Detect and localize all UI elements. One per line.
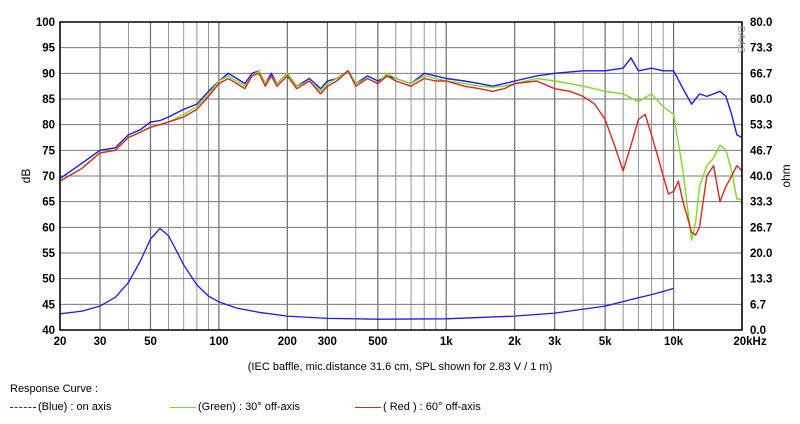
plot-frame xyxy=(59,21,743,331)
y-tick-label: 70 xyxy=(42,171,55,183)
y2-tick-label: 73.3 xyxy=(750,43,772,55)
y-tick-label: 80 xyxy=(42,120,55,132)
y-tick-label: 85 xyxy=(42,94,55,106)
x-tick-label: 30 xyxy=(94,336,107,348)
x-tick-label: 100 xyxy=(209,336,228,348)
x-tick-label: 2k xyxy=(508,336,521,348)
y2-tick-label: 13.3 xyxy=(750,274,772,286)
y-tick-label: 55 xyxy=(42,248,55,260)
x-tick-label: 200 xyxy=(278,336,297,348)
y2-tick-label: 0.0 xyxy=(750,325,766,337)
y-tick-label: 90 xyxy=(42,68,55,80)
y2-tick-label: 40.0 xyxy=(750,171,772,183)
x-tick-label: 20 xyxy=(54,336,67,348)
x-tick-label: 5k xyxy=(599,336,612,348)
legend-label-blue: (Blue) : on axis xyxy=(38,401,112,413)
y-axis-label: dB xyxy=(19,169,33,184)
legend-title: Response Curve : xyxy=(10,383,99,395)
y-tick-label: 95 xyxy=(42,43,55,55)
y-tick-label: 60 xyxy=(42,222,55,234)
y2-tick-label: 33.3 xyxy=(750,197,772,209)
y2-tick-label: 60.0 xyxy=(750,94,772,106)
y2-tick-labels: 0.0 6.7 13.3 20.0 26.7 33.3 40.0 46.7 53.3 60.0 66… xyxy=(750,17,772,337)
x-tick-label: 1k xyxy=(440,336,453,348)
chart-series xyxy=(59,57,743,320)
x-tick-labels: 20 30 50 100 200 300 500 1k 2k 3k 5k 10k 20kHz xyxy=(54,336,767,348)
legend-label-red: ( Red ) : 60° off-axis xyxy=(383,401,481,413)
y2-tick-label: 20.0 xyxy=(750,248,772,260)
legend-swatch-red xyxy=(355,406,381,408)
y2-tick-label: 46.7 xyxy=(750,145,772,157)
y2-tick-label: 80.0 xyxy=(750,17,772,29)
y-tick-labels: 40 45 50 55 60 65 70 75 80 85 90 95 100 xyxy=(36,17,56,337)
y-tick-label: 40 xyxy=(42,325,55,337)
chart-caption: (IEC baffle, mic.distance 31.6 cm, SPL s… xyxy=(247,361,553,373)
y-tick-label: 100 xyxy=(36,17,55,29)
y2-tick-label: 26.7 xyxy=(750,222,772,234)
legend-item-green: (Green) : 30° off-axis xyxy=(170,401,300,413)
x-tick-label: 500 xyxy=(368,336,387,348)
x-tick-label: 20kHz xyxy=(733,336,766,348)
y-tick-label: 75 xyxy=(42,145,55,157)
y2-tick-label: 53.3 xyxy=(750,120,772,132)
y2-axis-label: ohm xyxy=(779,164,793,187)
legend-label-green: (Green) : 30° off-axis xyxy=(198,401,301,413)
y-tick-label: 45 xyxy=(42,299,55,311)
x-tick-label: 10k xyxy=(664,336,684,348)
y2-tick-label: 66.7 xyxy=(750,68,772,80)
x-tick-label: 3k xyxy=(548,336,561,348)
legend-item-blue: (Blue) : on axis xyxy=(10,401,111,413)
chart-grid xyxy=(59,21,743,331)
y2-tick-label: 6.7 xyxy=(750,299,766,311)
x-tick-label: 50 xyxy=(144,336,157,348)
legend-swatch-blue xyxy=(10,406,36,408)
y-tick-label: 65 xyxy=(42,197,55,209)
series-line-4 xyxy=(59,227,674,320)
legend-swatch-green xyxy=(170,406,196,408)
legend-item-red: ( Red ) : 60° off-axis xyxy=(355,401,481,413)
series-line-2 xyxy=(59,70,742,241)
watermark-text: DAAS xyxy=(735,26,746,54)
x-tick-label: 300 xyxy=(318,336,337,348)
series-line-3 xyxy=(59,70,743,236)
y-tick-label: 50 xyxy=(42,274,55,286)
